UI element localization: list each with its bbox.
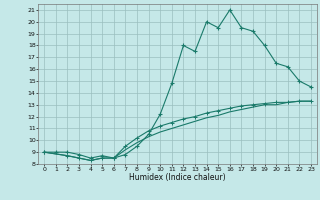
X-axis label: Humidex (Indice chaleur): Humidex (Indice chaleur) — [129, 173, 226, 182]
